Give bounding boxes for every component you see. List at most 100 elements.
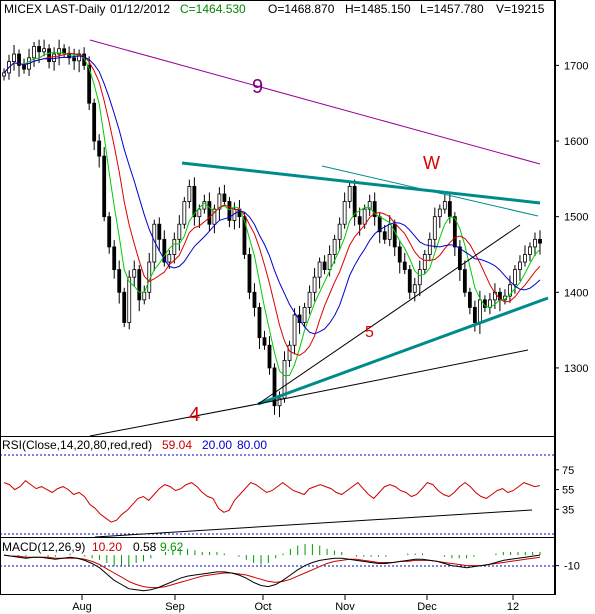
candle-body	[127, 276, 132, 323]
candle-body	[122, 291, 127, 323]
candle-body	[197, 208, 202, 218]
trend-lines	[89, 39, 549, 437]
candle-body	[472, 307, 477, 323]
ma-mid-line	[3, 52, 541, 356]
rsi-reference-lines	[0, 454, 555, 535]
candle-body	[37, 46, 41, 53]
candle-body	[422, 254, 427, 271]
candle-body	[372, 201, 377, 218]
candle-body	[367, 201, 372, 210]
candle-body	[47, 48, 51, 62]
candle-body	[142, 291, 147, 301]
candle-body	[362, 208, 367, 225]
price-tick-label: 1400	[564, 287, 588, 299]
candle-body	[87, 64, 92, 104]
wave-label-5: 5	[365, 324, 374, 341]
candle-body	[297, 314, 302, 323]
macd-main-line	[3, 554, 541, 592]
wave-label-9: 9	[252, 76, 263, 98]
rsi-value: 59.04	[162, 438, 192, 452]
macd-lines	[3, 544, 541, 592]
rsi-label: RSI(Close,14,20,80,red,red)	[2, 438, 152, 452]
candle-body	[242, 216, 247, 255]
candle-body	[132, 269, 137, 278]
macd-value: 10.20	[92, 540, 122, 554]
candle-body	[317, 261, 322, 278]
candle-body	[292, 314, 297, 346]
candle-body	[327, 254, 332, 271]
candle-body	[302, 307, 307, 323]
macd-tick-label: -10	[564, 561, 580, 573]
candle-body	[52, 53, 56, 62]
rsi-axis: 35 55 75	[555, 465, 574, 516]
header-volume: V=19215	[496, 2, 545, 16]
price-tick-label: 1700	[564, 60, 588, 72]
price-header: MICEX LAST-Daily 01/12/2012 C=1464.530 O…	[4, 2, 545, 16]
candle-body	[402, 261, 407, 271]
candle-body	[192, 185, 197, 218]
candle-body	[337, 223, 342, 240]
candle-body	[518, 261, 522, 271]
candle-body	[32, 46, 36, 59]
candle-body	[442, 201, 447, 210]
candle-body	[282, 359, 287, 399]
candle-body	[207, 201, 212, 225]
candle-body	[533, 238, 537, 248]
price-tick-label: 1300	[564, 363, 588, 375]
header-close: C=1464.530	[180, 2, 246, 16]
rsi-high-level: 80.00	[237, 438, 267, 452]
date-tick-label: Dec	[417, 601, 437, 613]
candle-body	[427, 238, 432, 255]
price-tick-label: 1500	[564, 212, 588, 224]
macd-label: MACD(12,26,9)	[2, 540, 85, 554]
date-axis: Aug Sep Oct Nov Dec 12	[72, 595, 519, 613]
candle-body	[167, 254, 172, 263]
macd-axis: -10	[555, 561, 580, 573]
candle-body	[252, 291, 257, 308]
candle-body	[217, 193, 222, 210]
candle-body	[508, 284, 512, 297]
candle-body	[513, 269, 517, 286]
candle-body	[272, 367, 277, 407]
candle-body	[17, 53, 21, 66]
candle-body	[57, 48, 62, 55]
wave-label-w: W	[423, 153, 440, 173]
candle-body	[97, 140, 102, 157]
date-tick-label: Sep	[165, 601, 185, 613]
date-tick-label: 12	[507, 601, 519, 613]
candle-body	[347, 185, 352, 202]
candle-body	[407, 269, 412, 293]
candle-body	[447, 201, 452, 218]
candle-body	[227, 201, 232, 221]
header-high: H=1485.150	[345, 2, 411, 16]
candle-body	[82, 53, 87, 66]
candle-body	[322, 261, 327, 271]
candle-body	[182, 201, 187, 225]
candle-body	[477, 299, 482, 323]
rsi-tick-label: 55	[562, 485, 574, 497]
candle-body	[417, 269, 422, 286]
candle-body	[457, 246, 462, 270]
candle-body	[307, 291, 312, 308]
header-open: O=1468.870	[268, 2, 335, 16]
candle-body	[12, 53, 16, 62]
trendline-support	[257, 296, 549, 406]
rsi-tick-label: 75	[562, 465, 574, 477]
wave-label-4: 4	[189, 404, 200, 426]
candle-body	[202, 201, 207, 210]
candle-body	[112, 246, 117, 270]
rsi-low-level: 20.00	[202, 438, 232, 452]
candle-body	[157, 223, 162, 240]
candle-body	[397, 246, 402, 263]
candle-body	[467, 291, 472, 308]
candle-body	[2, 72, 6, 77]
trendline-upper-thin	[321, 165, 539, 217]
trendline-black-low	[257, 349, 529, 405]
candle-body	[382, 231, 387, 240]
candle-body	[538, 238, 542, 244]
moving-averages	[3, 51, 541, 376]
candle-body	[528, 246, 532, 255]
candle-body	[332, 238, 337, 255]
candle-body	[392, 223, 397, 248]
